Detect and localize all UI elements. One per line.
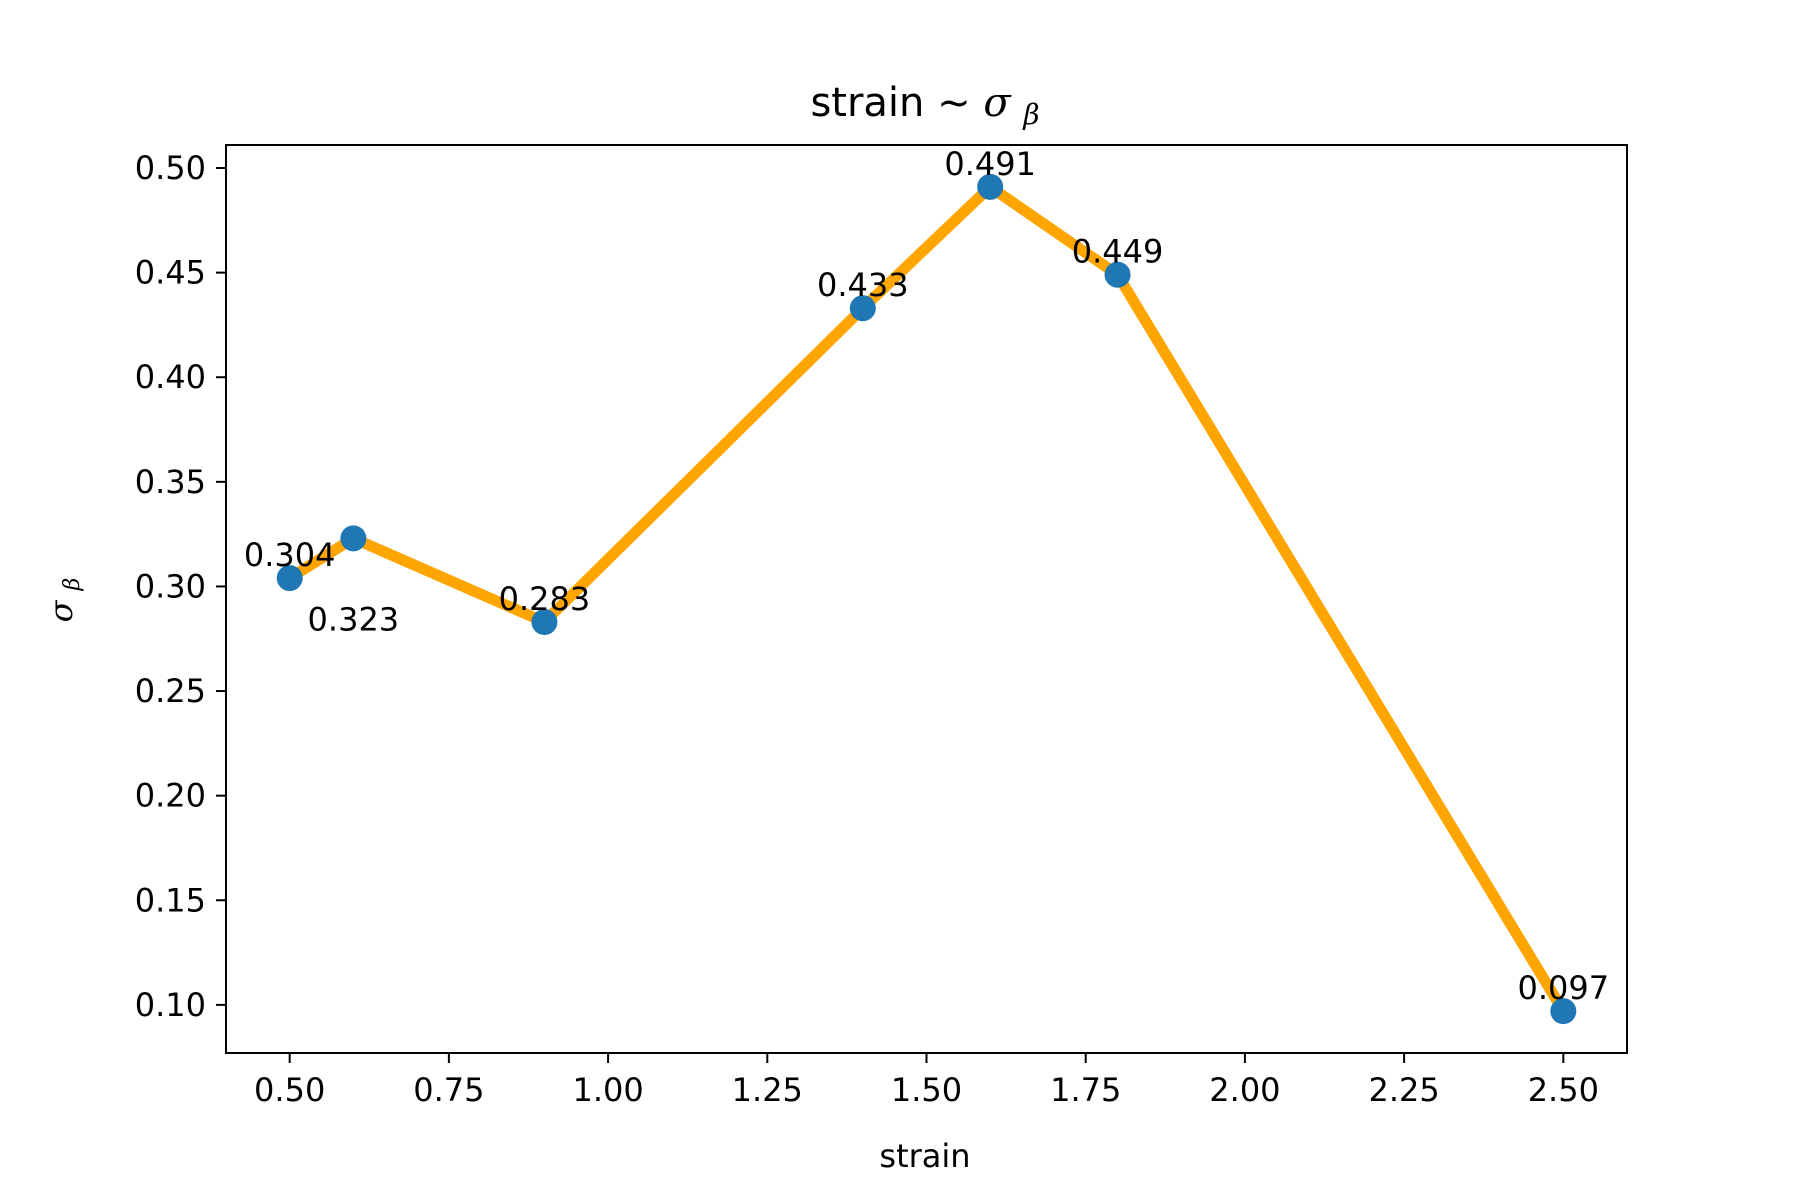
data-label-6: 0.097 xyxy=(1518,969,1610,1007)
x-axis-title: strain xyxy=(879,1137,970,1175)
data-point-2 xyxy=(531,609,558,636)
y-tick-label-8: 0.50 xyxy=(135,149,206,187)
x-tick-label-7: 2.25 xyxy=(1368,1071,1439,1109)
x-tick-label-2: 1.00 xyxy=(572,1071,643,1109)
y-tick-label-3: 0.25 xyxy=(135,672,206,710)
chart-title-subscript: β xyxy=(1022,98,1039,131)
data-point-1 xyxy=(340,525,367,552)
data-point-0 xyxy=(276,565,303,592)
y-axis-title-symbol: σ xyxy=(42,599,80,622)
data-point-5 xyxy=(1104,261,1131,288)
data-label-5: 0.449 xyxy=(1072,233,1164,271)
marker-layer xyxy=(276,173,1577,1025)
y-axis: 0.10 0.15 0.20 0.25 0.30 0.35 0.40 0.45 0.50 xyxy=(135,149,226,1024)
y-axis-title-subscript: β xyxy=(60,578,85,592)
x-tick-label-8: 2.50 xyxy=(1528,1071,1599,1109)
x-tick-label-4: 1.50 xyxy=(891,1071,962,1109)
data-label-4: 0.491 xyxy=(944,145,1036,183)
chart-title: strain ~ σ β xyxy=(810,80,1039,131)
data-point-3 xyxy=(849,295,876,322)
y-tick-label-6: 0.40 xyxy=(135,358,206,396)
x-tick-label-1: 0.75 xyxy=(413,1071,484,1109)
y-tick-label-0: 0.10 xyxy=(135,986,206,1024)
y-tick-label-4: 0.30 xyxy=(135,567,206,605)
y-tick-label-5: 0.35 xyxy=(135,463,206,501)
x-tick-label-3: 1.25 xyxy=(732,1071,803,1109)
x-tick-label-0: 0.50 xyxy=(254,1071,325,1109)
data-point-6 xyxy=(1550,998,1577,1025)
x-tick-label-6: 2.00 xyxy=(1209,1071,1280,1109)
data-label-layer: 0.304 0.323 0.283 0.433 0.491 0.449 0.097 xyxy=(244,145,1609,1007)
y-axis-title: σ β xyxy=(42,578,85,623)
data-label-2: 0.283 xyxy=(499,580,591,618)
chart-title-prefix: strain ~ xyxy=(810,80,983,126)
y-tick-label-1: 0.15 xyxy=(135,881,206,919)
data-label-3: 0.433 xyxy=(817,266,909,304)
data-point-4 xyxy=(977,173,1004,200)
data-label-0: 0.304 xyxy=(244,536,336,574)
x-axis: 0.50 0.75 1.00 1.25 1.50 1.75 2.00 2.25 2.50 xyxy=(254,1053,1599,1109)
y-tick-label-7: 0.45 xyxy=(135,254,206,292)
x-tick-label-5: 1.75 xyxy=(1050,1071,1121,1109)
y-tick-label-2: 0.20 xyxy=(135,777,206,815)
data-label-1: 0.323 xyxy=(308,600,400,638)
chart-title-symbol: σ xyxy=(983,80,1012,126)
